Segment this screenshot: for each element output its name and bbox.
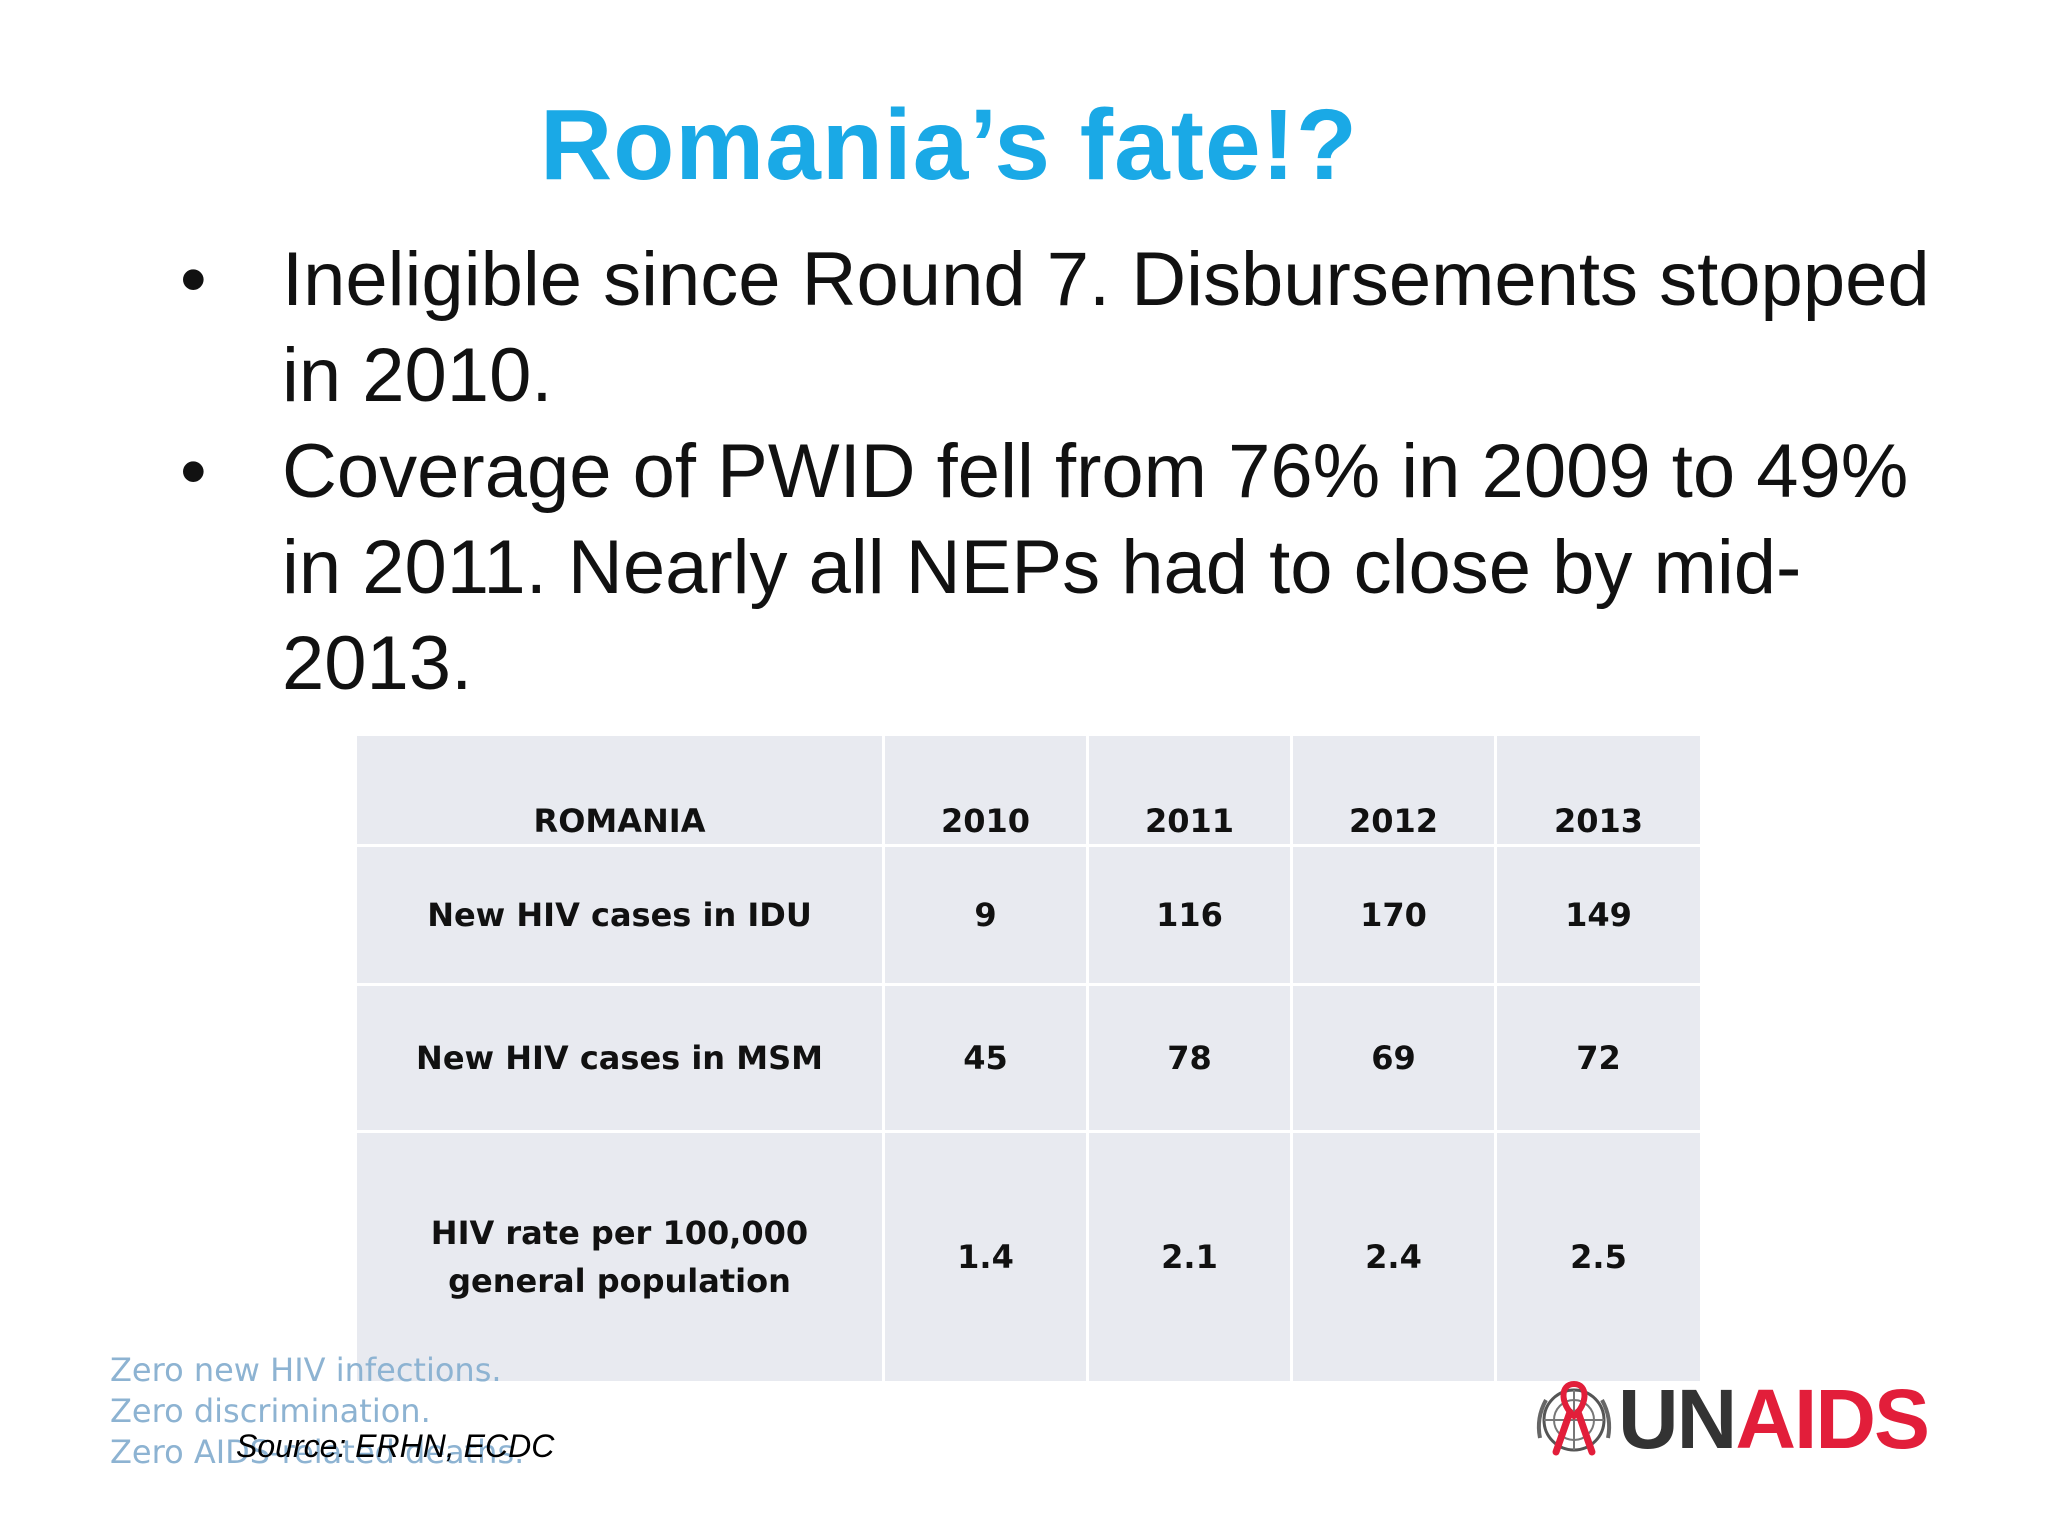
table-cell: 45 [882, 983, 1089, 1133]
table-row: HIV rate per 100,000 general population … [354, 1130, 1703, 1384]
bullet-item: • Ineligible since Round 7. Disbursement… [170, 232, 1930, 424]
table-cell: 149 [1494, 844, 1703, 986]
table-cell: 78 [1086, 983, 1293, 1133]
tagline-line: Zero discrimination. [110, 1392, 431, 1430]
table-header-cell: 2013 [1494, 733, 1703, 847]
table-cell: 170 [1290, 844, 1497, 986]
table-cell: 69 [1290, 983, 1497, 1133]
bullet-item: • Coverage of PWID fell from 76% in 2009… [170, 424, 1930, 712]
table-header-row: ROMANIA 2010 2011 2012 2013 [354, 733, 1703, 847]
footer-tagline: Zero new HIV infections. Zero discrimina… [110, 1350, 524, 1473]
bullet-text: Ineligible since Round 7. Disbursements … [282, 237, 1930, 418]
un-emblem-red-ribbon-icon [1536, 1380, 1612, 1456]
table-header-cell: 2010 [882, 733, 1089, 847]
logo-aids: AIDS [1735, 1372, 1930, 1466]
table-cell: 1.4 [882, 1130, 1089, 1384]
logo-un: UN [1618, 1372, 1737, 1466]
table-cell: 72 [1494, 983, 1703, 1133]
table-cell: 9 [882, 844, 1089, 986]
row-label: New HIV cases in IDU [354, 844, 885, 986]
table-header-cell: 2012 [1290, 733, 1497, 847]
bullet-marker: • [180, 237, 207, 322]
table-row: New HIV cases in MSM 45 78 69 72 [354, 983, 1703, 1133]
source-note: Source: ERHN, ECDC [236, 1428, 555, 1464]
slide-title: Romania’s fate!? [540, 89, 1359, 201]
unaids-logo: UNAIDS [1530, 1377, 1930, 1461]
table-cell: 2.5 [1494, 1130, 1703, 1384]
table-row: New HIV cases in IDU 9 116 170 149 [354, 844, 1703, 986]
hiv-data-table: ROMANIA 2010 2011 2012 2013 New HIV case… [354, 733, 1703, 1384]
bullet-text: Coverage of PWID fell from 76% in 2009 t… [282, 429, 1909, 706]
table-cell: 2.1 [1086, 1130, 1293, 1384]
table-cell: 2.4 [1290, 1130, 1497, 1384]
logo-wordmark: UNAIDS [1618, 1377, 1930, 1461]
tagline-line: Zero new HIV infections. [110, 1351, 502, 1389]
table-header-cell: ROMANIA [354, 733, 885, 847]
row-label: New HIV cases in MSM [354, 983, 885, 1133]
bullet-marker: • [180, 429, 207, 514]
row-label: HIV rate per 100,000 general population [354, 1130, 885, 1384]
data-table: ROMANIA 2010 2011 2012 2013 New HIV case… [354, 733, 1703, 1384]
table-cell: 116 [1086, 844, 1293, 986]
tagline-line: Zero AIDS-related deaths. [110, 1433, 525, 1471]
bullet-list: • Ineligible since Round 7. Disbursement… [170, 232, 1930, 712]
table-header-cell: 2011 [1086, 733, 1293, 847]
